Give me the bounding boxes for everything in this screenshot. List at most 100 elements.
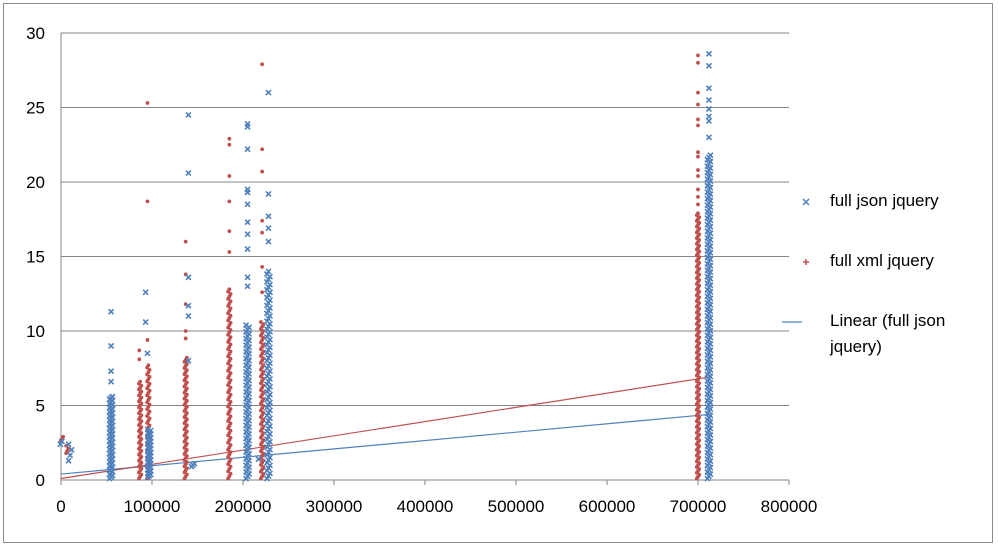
xml-point <box>261 458 266 463</box>
xml-point <box>261 390 266 395</box>
xml-point <box>227 142 232 147</box>
json-point-stroke <box>705 50 712 57</box>
json-point-stroke <box>107 342 115 349</box>
json-point-stroke <box>707 327 714 335</box>
json-point-stroke <box>265 190 272 197</box>
trendlines <box>60 376 710 480</box>
json-point-stroke <box>245 337 253 344</box>
xml-point <box>261 451 266 456</box>
xml-point <box>228 371 233 376</box>
json-point-stroke <box>266 360 274 367</box>
xml-point <box>261 356 266 361</box>
json-point <box>242 321 250 329</box>
json-point <box>244 219 251 226</box>
json-point-stroke <box>707 269 714 276</box>
json-point-stroke <box>707 373 714 380</box>
json-point-stroke <box>142 318 149 326</box>
xml-point <box>260 62 265 67</box>
json-point-stroke <box>245 377 253 384</box>
chart-area: 0 5 10 15 20 25 30 0 100000 200000 300000 400000 500… <box>3 3 993 543</box>
xml-point <box>227 287 232 292</box>
xml-point <box>261 444 266 449</box>
json-point-stroke <box>707 197 714 204</box>
json-point-stroke <box>245 404 253 411</box>
json-point-stroke <box>265 213 272 220</box>
json-point-stroke <box>245 444 253 451</box>
xml-point <box>696 195 700 199</box>
chart-svg: 0 5 10 15 20 25 30 0 100000 200000 300000 400000 500… <box>26 24 817 516</box>
xml-point <box>261 404 266 408</box>
json-point-stroke <box>245 417 253 424</box>
json-point-stroke <box>266 297 274 304</box>
xml-point <box>228 450 233 455</box>
xml-point <box>145 338 150 342</box>
xml-point <box>228 399 233 404</box>
json-point <box>705 50 712 57</box>
json-point-stroke <box>266 391 274 398</box>
legend-item-xml: full xml jquery <box>796 246 986 306</box>
xml-point <box>261 342 266 347</box>
xml-point <box>696 53 700 58</box>
x-tick-label: 500000 <box>488 497 545 516</box>
json-point <box>265 190 272 197</box>
json-point-stroke <box>185 357 192 364</box>
gridlines <box>61 32 789 406</box>
y-tick-label: 15 <box>26 248 45 267</box>
json-point <box>244 274 251 281</box>
json-point-stroke <box>707 360 714 367</box>
json-point-stroke <box>707 236 714 243</box>
json-point-stroke <box>707 438 714 445</box>
json-point-stroke <box>707 171 714 178</box>
xml-point <box>228 356 233 361</box>
json-point-stroke <box>707 386 714 393</box>
json-point-stroke <box>705 105 712 113</box>
json-point <box>107 308 115 315</box>
xml-point <box>696 211 700 216</box>
json-point-stroke <box>707 256 714 263</box>
x-tick-label: 0 <box>56 497 65 516</box>
json-point-stroke <box>57 441 64 448</box>
json-point-stroke <box>245 350 253 358</box>
xml-point <box>696 117 700 122</box>
json-point-stroke <box>185 313 192 320</box>
json-point-stroke <box>245 397 253 404</box>
json-point-stroke <box>707 288 714 295</box>
json-point-stroke <box>707 314 714 321</box>
json-point-stroke <box>245 384 253 391</box>
json-point-stroke <box>245 410 253 418</box>
xml-point <box>696 123 700 128</box>
json-point <box>707 152 714 159</box>
json-point <box>144 426 151 433</box>
json-point-stroke <box>707 262 714 269</box>
json-point <box>705 85 712 92</box>
json-point-stroke <box>107 368 115 375</box>
xml-point <box>137 357 142 362</box>
legend-item-linear: Linear (full json jquery) <box>782 306 986 366</box>
xml-point <box>261 431 266 436</box>
json-point-stroke <box>707 366 714 374</box>
json-point-stroke <box>244 274 251 281</box>
xml-point <box>228 299 233 304</box>
json-point <box>265 213 272 220</box>
json-point <box>65 441 72 448</box>
json-point-stroke <box>142 289 149 296</box>
legend-label-json: full json jquery <box>830 191 939 210</box>
xml-point <box>147 367 152 372</box>
legend-label-xml: full xml jquery <box>830 251 934 270</box>
json-point-stroke <box>245 344 253 351</box>
json-point-stroke <box>707 191 714 198</box>
json-point <box>244 189 251 196</box>
xml-point <box>228 306 233 311</box>
xml-point <box>696 168 700 172</box>
json-point <box>107 368 115 375</box>
xml-point <box>696 102 700 107</box>
json-point-stroke <box>707 158 714 165</box>
json-point-stroke <box>244 245 251 253</box>
xml-point <box>145 199 150 204</box>
json-point-stroke <box>245 464 253 471</box>
json-point-stroke <box>266 470 274 477</box>
xml-point <box>227 229 232 234</box>
xml-point <box>260 218 265 223</box>
xml-point <box>696 202 700 207</box>
xml-point <box>147 381 152 386</box>
